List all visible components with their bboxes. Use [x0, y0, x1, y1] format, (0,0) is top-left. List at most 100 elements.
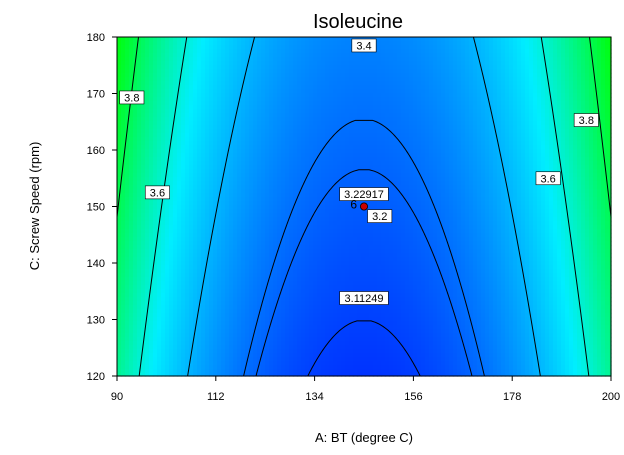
surface-cell	[241, 285, 246, 290]
surface-cell	[201, 309, 206, 314]
surface-cell	[177, 189, 182, 194]
surface-cell	[293, 213, 298, 218]
surface-cell	[201, 61, 206, 66]
surface-cell	[317, 309, 322, 314]
surface-cell	[273, 313, 278, 318]
surface-cell	[349, 113, 354, 118]
surface-cell	[317, 173, 322, 178]
surface-cell	[117, 145, 122, 150]
surface-cell	[225, 361, 230, 366]
surface-cell	[209, 257, 214, 262]
surface-cell	[309, 193, 314, 198]
surface-cell	[289, 165, 294, 170]
surface-cell	[169, 265, 174, 270]
chart-title: Isoleucine	[313, 11, 403, 33]
surface-cell	[217, 249, 222, 254]
surface-cell	[145, 145, 150, 150]
surface-cell	[189, 245, 194, 250]
surface-cell	[249, 309, 254, 314]
surface-cell	[121, 181, 126, 186]
surface-cell	[237, 289, 242, 294]
surface-cell	[229, 301, 234, 306]
surface-cell	[265, 349, 270, 354]
surface-cell	[321, 213, 326, 218]
surface-cell	[157, 61, 162, 66]
surface-cell	[193, 81, 198, 86]
surface-cell	[349, 205, 354, 210]
surface-cell	[157, 237, 162, 242]
surface-cell	[181, 269, 186, 274]
surface-cell	[145, 41, 150, 46]
surface-cell	[157, 81, 162, 86]
surface-cell	[161, 129, 166, 134]
surface-cell	[193, 305, 198, 310]
surface-cell	[269, 69, 274, 74]
surface-cell	[289, 149, 294, 154]
surface-cell	[173, 297, 178, 302]
surface-cell	[189, 113, 194, 118]
surface-cell	[273, 153, 278, 158]
surface-cell	[157, 233, 162, 238]
surface-cell	[261, 241, 266, 246]
surface-cell	[205, 69, 210, 74]
surface-cell	[297, 185, 302, 190]
surface-cell	[337, 333, 342, 338]
surface-cell	[237, 45, 242, 50]
surface-cell	[337, 361, 342, 366]
surface-cell	[273, 77, 278, 82]
surface-cell	[297, 333, 302, 338]
surface-cell	[245, 117, 250, 122]
surface-cell	[297, 57, 302, 62]
surface-cell	[217, 69, 222, 74]
surface-cell	[121, 121, 126, 126]
surface-cell	[165, 261, 170, 266]
surface-cell	[301, 97, 306, 102]
surface-cell	[237, 273, 242, 278]
surface-cell	[169, 45, 174, 50]
surface-cell	[285, 289, 290, 294]
surface-cell	[189, 277, 194, 282]
surface-cell	[233, 173, 238, 178]
surface-cell	[229, 165, 234, 170]
surface-cell	[213, 261, 218, 266]
surface-cell	[177, 89, 182, 94]
surface-cell	[297, 89, 302, 94]
surface-cell	[205, 153, 210, 158]
surface-cell	[273, 37, 278, 42]
surface-cell	[313, 357, 318, 362]
surface-cell	[129, 309, 134, 314]
surface-cell	[149, 197, 154, 202]
surface-cell	[133, 373, 138, 377]
surface-cell	[117, 189, 122, 194]
surface-cell	[269, 81, 274, 86]
surface-cell	[285, 93, 290, 98]
surface-cell	[345, 161, 350, 166]
surface-cell	[297, 113, 302, 118]
surface-cell	[305, 205, 310, 210]
surface-cell	[125, 153, 130, 158]
surface-cell	[333, 341, 338, 346]
surface-cell	[265, 85, 270, 90]
surface-cell	[169, 337, 174, 342]
surface-cell	[321, 121, 326, 126]
surface-cell	[317, 293, 322, 298]
surface-cell	[309, 257, 314, 262]
surface-cell	[117, 53, 122, 58]
surface-cell	[173, 257, 178, 262]
surface-cell	[201, 245, 206, 250]
surface-cell	[193, 265, 198, 270]
surface-cell	[317, 197, 322, 202]
surface-cell	[185, 241, 190, 246]
surface-cell	[221, 217, 226, 222]
surface-cell	[277, 349, 282, 354]
surface-cell	[341, 169, 346, 174]
surface-cell	[149, 145, 154, 150]
surface-cell	[153, 153, 158, 158]
surface-cell	[325, 69, 330, 74]
surface-cell	[337, 285, 342, 290]
surface-cell	[349, 133, 354, 138]
surface-cell	[265, 237, 270, 242]
surface-cell	[233, 205, 238, 210]
surface-cell	[197, 149, 202, 154]
surface-cell	[285, 65, 290, 70]
